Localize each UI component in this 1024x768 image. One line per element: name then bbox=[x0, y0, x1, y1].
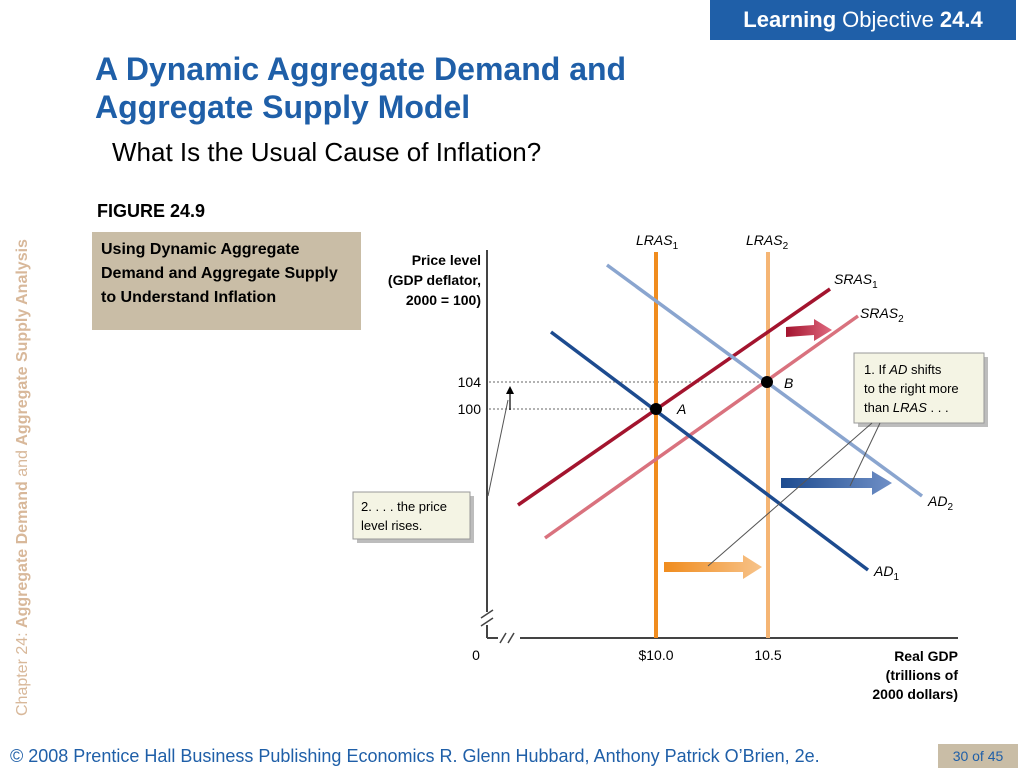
note1-box bbox=[853, 352, 985, 424]
slide-title: A Dynamic Aggregate Demand and Aggregate… bbox=[95, 51, 627, 125]
sras2-line bbox=[543, 314, 860, 540]
sras1-label: SRAS1 bbox=[834, 271, 878, 291]
note1-t6: . . . bbox=[927, 400, 949, 415]
lras2-label-sub: 2 bbox=[783, 241, 789, 252]
y-axis-title-2: (GDP deflator, bbox=[388, 272, 481, 288]
slide-subtitle: What Is the Usual Cause of Inflation? bbox=[112, 137, 542, 167]
ad2-label-base: AD bbox=[927, 493, 947, 509]
banner-number: 24.4 bbox=[939, 7, 983, 32]
note1-t0: 1. If bbox=[864, 362, 889, 377]
lras-shift-arrow bbox=[664, 555, 762, 579]
sras-shift-arrow bbox=[786, 319, 832, 341]
lras1-label-sub: 1 bbox=[673, 241, 679, 252]
x-axis-break bbox=[499, 632, 515, 644]
point-b-label: B bbox=[784, 375, 793, 391]
note1-t2: shifts bbox=[907, 362, 941, 377]
banner-normal: Objective bbox=[842, 7, 934, 32]
note1-t4: than bbox=[864, 400, 893, 415]
origin-label: 0 bbox=[472, 647, 480, 663]
sras2-label-base: SRAS bbox=[860, 305, 899, 321]
x-tick-label-2: 10.5 bbox=[754, 647, 781, 663]
y-tick-label-100: 100 bbox=[458, 401, 482, 417]
ad1-label: AD1 bbox=[873, 563, 899, 583]
point-b bbox=[761, 376, 773, 388]
note1-t1: AD bbox=[888, 362, 907, 377]
lras1-label-base: LRAS bbox=[636, 232, 673, 248]
lras2-label-base: LRAS bbox=[746, 232, 783, 248]
price-rise-arrowhead bbox=[506, 386, 514, 394]
figure-label: FIGURE 24.9 bbox=[97, 201, 206, 221]
ad1-line bbox=[549, 330, 870, 572]
lras1-label: LRAS1 bbox=[636, 232, 679, 252]
x-tick-label-1: $10.0 bbox=[638, 647, 673, 663]
x-axis-title-1: Real GDP bbox=[894, 648, 958, 664]
ad1-label-sub: 1 bbox=[893, 572, 899, 583]
x-axis-title-3: 2000 dollars) bbox=[872, 686, 958, 702]
note1-leader-ad bbox=[849, 422, 881, 487]
x-axis-title-2: (trillions of bbox=[886, 667, 959, 683]
sras1-label-base: SRAS bbox=[834, 271, 873, 287]
note2-box bbox=[352, 491, 471, 540]
sras1-label-sub: 1 bbox=[872, 280, 878, 291]
y-axis-break bbox=[480, 609, 494, 627]
note1-line3: than LRAS . . . bbox=[864, 400, 949, 415]
point-a-label: A bbox=[676, 401, 686, 417]
note1-line1: 1. If AD shifts bbox=[864, 362, 942, 377]
ad2-label-sub: 2 bbox=[947, 502, 953, 513]
page-number: 30 of 45 bbox=[938, 744, 1018, 768]
note2-line1: 2. . . . the price bbox=[361, 499, 447, 514]
ad1-label-base: AD bbox=[873, 563, 893, 579]
y-tick-label-104: 104 bbox=[458, 374, 482, 390]
note1-t5: LRAS bbox=[893, 400, 927, 415]
lras2-label: LRAS2 bbox=[746, 232, 789, 252]
note1-leader-lras bbox=[707, 422, 873, 567]
note2-line2: level rises. bbox=[361, 518, 422, 533]
ad-shift-arrow bbox=[781, 471, 892, 495]
sras2-label: SRAS2 bbox=[860, 305, 904, 325]
y-axis-title-3: 2000 = 100) bbox=[406, 292, 481, 308]
ad2-label: AD2 bbox=[927, 493, 953, 513]
y-axis-title-1: Price level bbox=[412, 252, 481, 268]
note2-leader bbox=[487, 399, 509, 497]
learning-objective-banner: Learning Objective 24.4 bbox=[710, 0, 1016, 40]
note1-line2: to the right more bbox=[864, 381, 959, 396]
point-a bbox=[650, 403, 662, 415]
figure-caption: Using Dynamic Aggregate Demand and Aggre… bbox=[92, 232, 361, 330]
sras2-label-sub: 2 bbox=[898, 314, 904, 325]
footer-text: © 2008 Prentice Hall Business Publishing… bbox=[10, 746, 820, 766]
banner-bold: Learning bbox=[743, 7, 837, 32]
sras1-line bbox=[517, 287, 831, 507]
